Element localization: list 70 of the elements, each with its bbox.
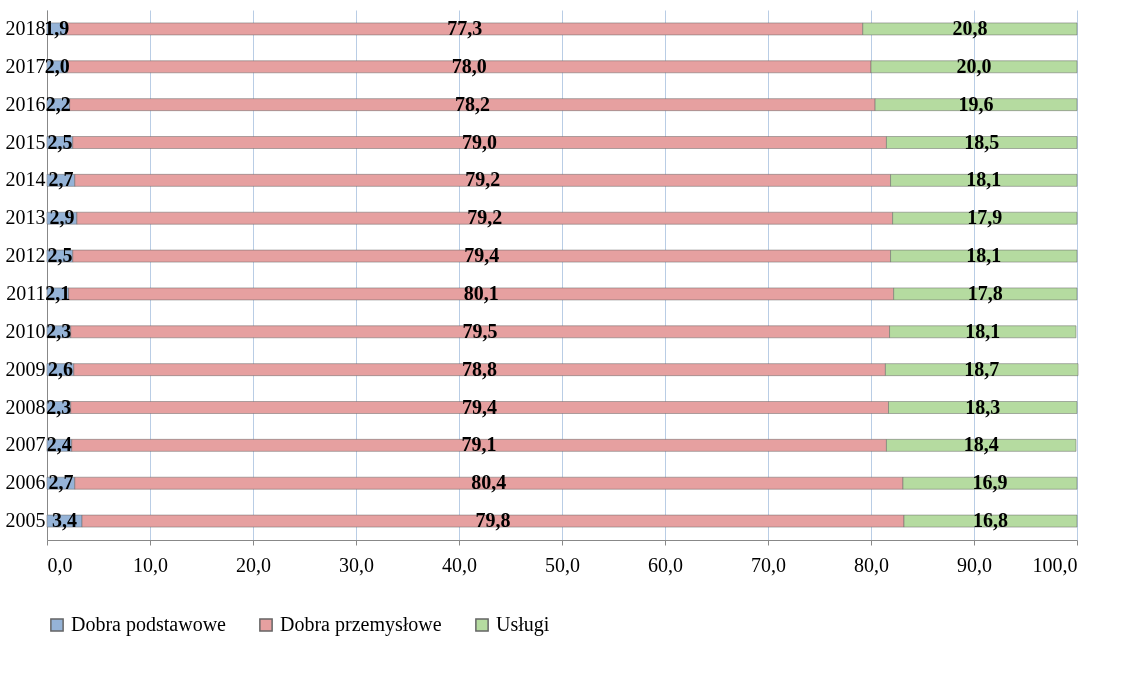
data-label: 18,4 xyxy=(963,433,999,456)
data-label: 17,9 xyxy=(967,206,1003,229)
data-label: 18,3 xyxy=(965,395,1001,418)
y-tick-label: 2006 xyxy=(5,471,46,494)
x-tick-label: 80,0 xyxy=(854,553,889,576)
y-tick-label: 2014 xyxy=(5,168,46,191)
data-label: 79,4 xyxy=(464,244,500,267)
data-label: 18,7 xyxy=(964,357,1000,380)
data-label: 2,7 xyxy=(48,168,74,191)
data-label: 2,2 xyxy=(45,92,71,115)
legend-label: Dobra przemysłowe xyxy=(280,613,442,636)
data-label: 17,8 xyxy=(967,281,1003,304)
data-label: 80,4 xyxy=(471,471,507,494)
data-label: 18,5 xyxy=(964,130,1000,153)
y-tick-label: 2011 xyxy=(6,281,46,304)
data-label: 79,2 xyxy=(465,168,501,191)
y-tick-label: 2012 xyxy=(5,244,46,267)
data-label: 77,3 xyxy=(447,16,483,39)
y-tick-label: 2016 xyxy=(5,92,46,115)
y-tick-label: 2018 xyxy=(5,16,46,39)
data-label: 78,0 xyxy=(451,54,487,77)
x-tick-label: 40,0 xyxy=(442,553,477,576)
data-label: 2,5 xyxy=(47,130,73,153)
data-label: 2,7 xyxy=(48,471,74,494)
x-tick-label: 0,0 xyxy=(47,553,73,576)
data-label: 79,1 xyxy=(461,433,497,456)
data-label: 16,8 xyxy=(972,509,1008,532)
x-tick-label: 20,0 xyxy=(236,553,271,576)
x-tick-label: 70,0 xyxy=(751,553,786,576)
data-label: 2,3 xyxy=(46,319,72,342)
y-tick-label: 2010 xyxy=(5,319,46,342)
y-tick-label: 2009 xyxy=(5,357,46,380)
y-tick-label: 2007 xyxy=(5,433,46,456)
x-tick-label: 50,0 xyxy=(545,553,580,576)
data-label: 78,8 xyxy=(462,357,498,380)
data-label: 2,9 xyxy=(49,206,75,229)
x-tick-label: 10,0 xyxy=(133,553,168,576)
data-label: 18,1 xyxy=(966,168,1002,191)
x-tick-label: 60,0 xyxy=(648,553,683,576)
x-tick-label: 90,0 xyxy=(957,553,992,576)
data-label: 18,1 xyxy=(966,244,1002,267)
y-tick-label: 2013 xyxy=(5,206,46,229)
data-label: 1,9 xyxy=(44,16,70,39)
data-label: 80,1 xyxy=(463,281,499,304)
data-label: 2,4 xyxy=(46,433,72,456)
data-label: 2,1 xyxy=(45,281,71,304)
y-tick-label: 2008 xyxy=(5,395,46,418)
legend-label: Usługi xyxy=(496,613,550,636)
data-label: 2,5 xyxy=(47,244,73,267)
data-label: 79,4 xyxy=(462,395,498,418)
data-label: 18,1 xyxy=(965,319,1001,342)
data-label: 79,5 xyxy=(462,319,498,342)
data-label: 79,2 xyxy=(467,206,503,229)
data-label: 3,4 xyxy=(52,509,78,532)
legend-label: Dobra podstawowe xyxy=(71,613,227,636)
data-label: 2,3 xyxy=(46,395,72,418)
data-label: 20,0 xyxy=(956,54,992,77)
y-tick-label: 2017 xyxy=(5,54,46,77)
data-label: 20,8 xyxy=(952,16,988,39)
data-label: 16,9 xyxy=(972,471,1008,494)
data-label: 19,6 xyxy=(958,92,994,115)
data-label: 2,0 xyxy=(44,54,70,77)
data-label: 2,6 xyxy=(47,357,73,380)
y-tick-label: 2005 xyxy=(5,509,46,532)
data-label: 79,8 xyxy=(475,509,511,532)
data-label: 78,2 xyxy=(454,92,490,115)
data-label: 79,0 xyxy=(462,130,498,153)
x-tick-label: 100,0 xyxy=(1032,553,1078,576)
y-tick-label: 2015 xyxy=(5,130,46,153)
x-tick-label: 30,0 xyxy=(339,553,374,576)
